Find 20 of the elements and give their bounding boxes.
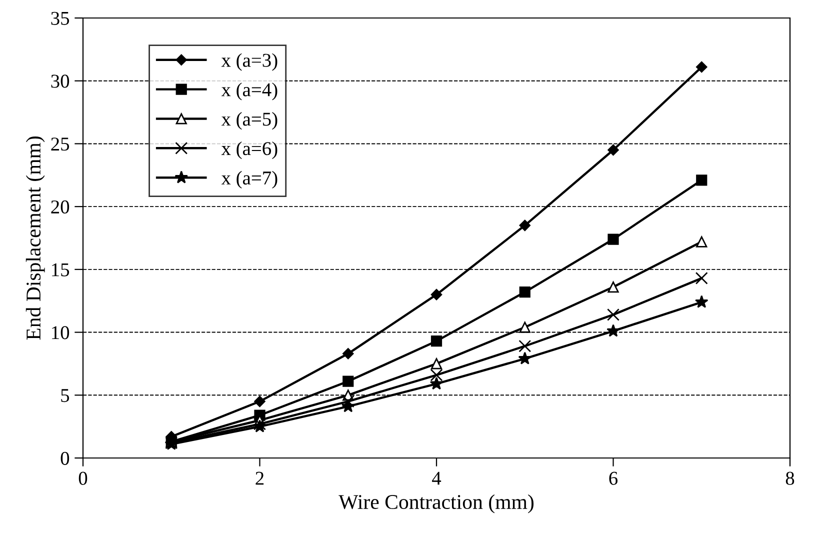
legend-label: x (a=7)	[221, 170, 278, 189]
y-tick-label: 15	[52, 263, 70, 276]
y-tick-label: 5	[61, 389, 70, 402]
x-tick-label: 4	[432, 472, 442, 485]
y-tick-label: 10	[52, 326, 70, 340]
x-tick-label: 8	[786, 472, 794, 485]
legend-label: x (a=5)	[221, 112, 278, 130]
y-tick-label: 20	[51, 200, 70, 214]
y-tick-label: 25	[51, 138, 70, 151]
y-tick-label: 35	[51, 12, 70, 25]
legend-label: x (a=3)	[221, 53, 278, 71]
x-tick-label: 6	[609, 472, 618, 485]
y-tick-label: 0	[60, 452, 70, 465]
legend-label: x (a=4)	[221, 82, 278, 100]
x-tick-label: 0	[78, 472, 88, 485]
legend-label: x (a=6)	[221, 141, 278, 160]
x-tick-label: 2	[256, 472, 264, 485]
y-tick-label: 30	[51, 74, 70, 88]
x-axis-title: Wire Contraction (mm)	[338, 494, 534, 514]
y-axis-title: End Displacement (mm)	[26, 136, 45, 340]
